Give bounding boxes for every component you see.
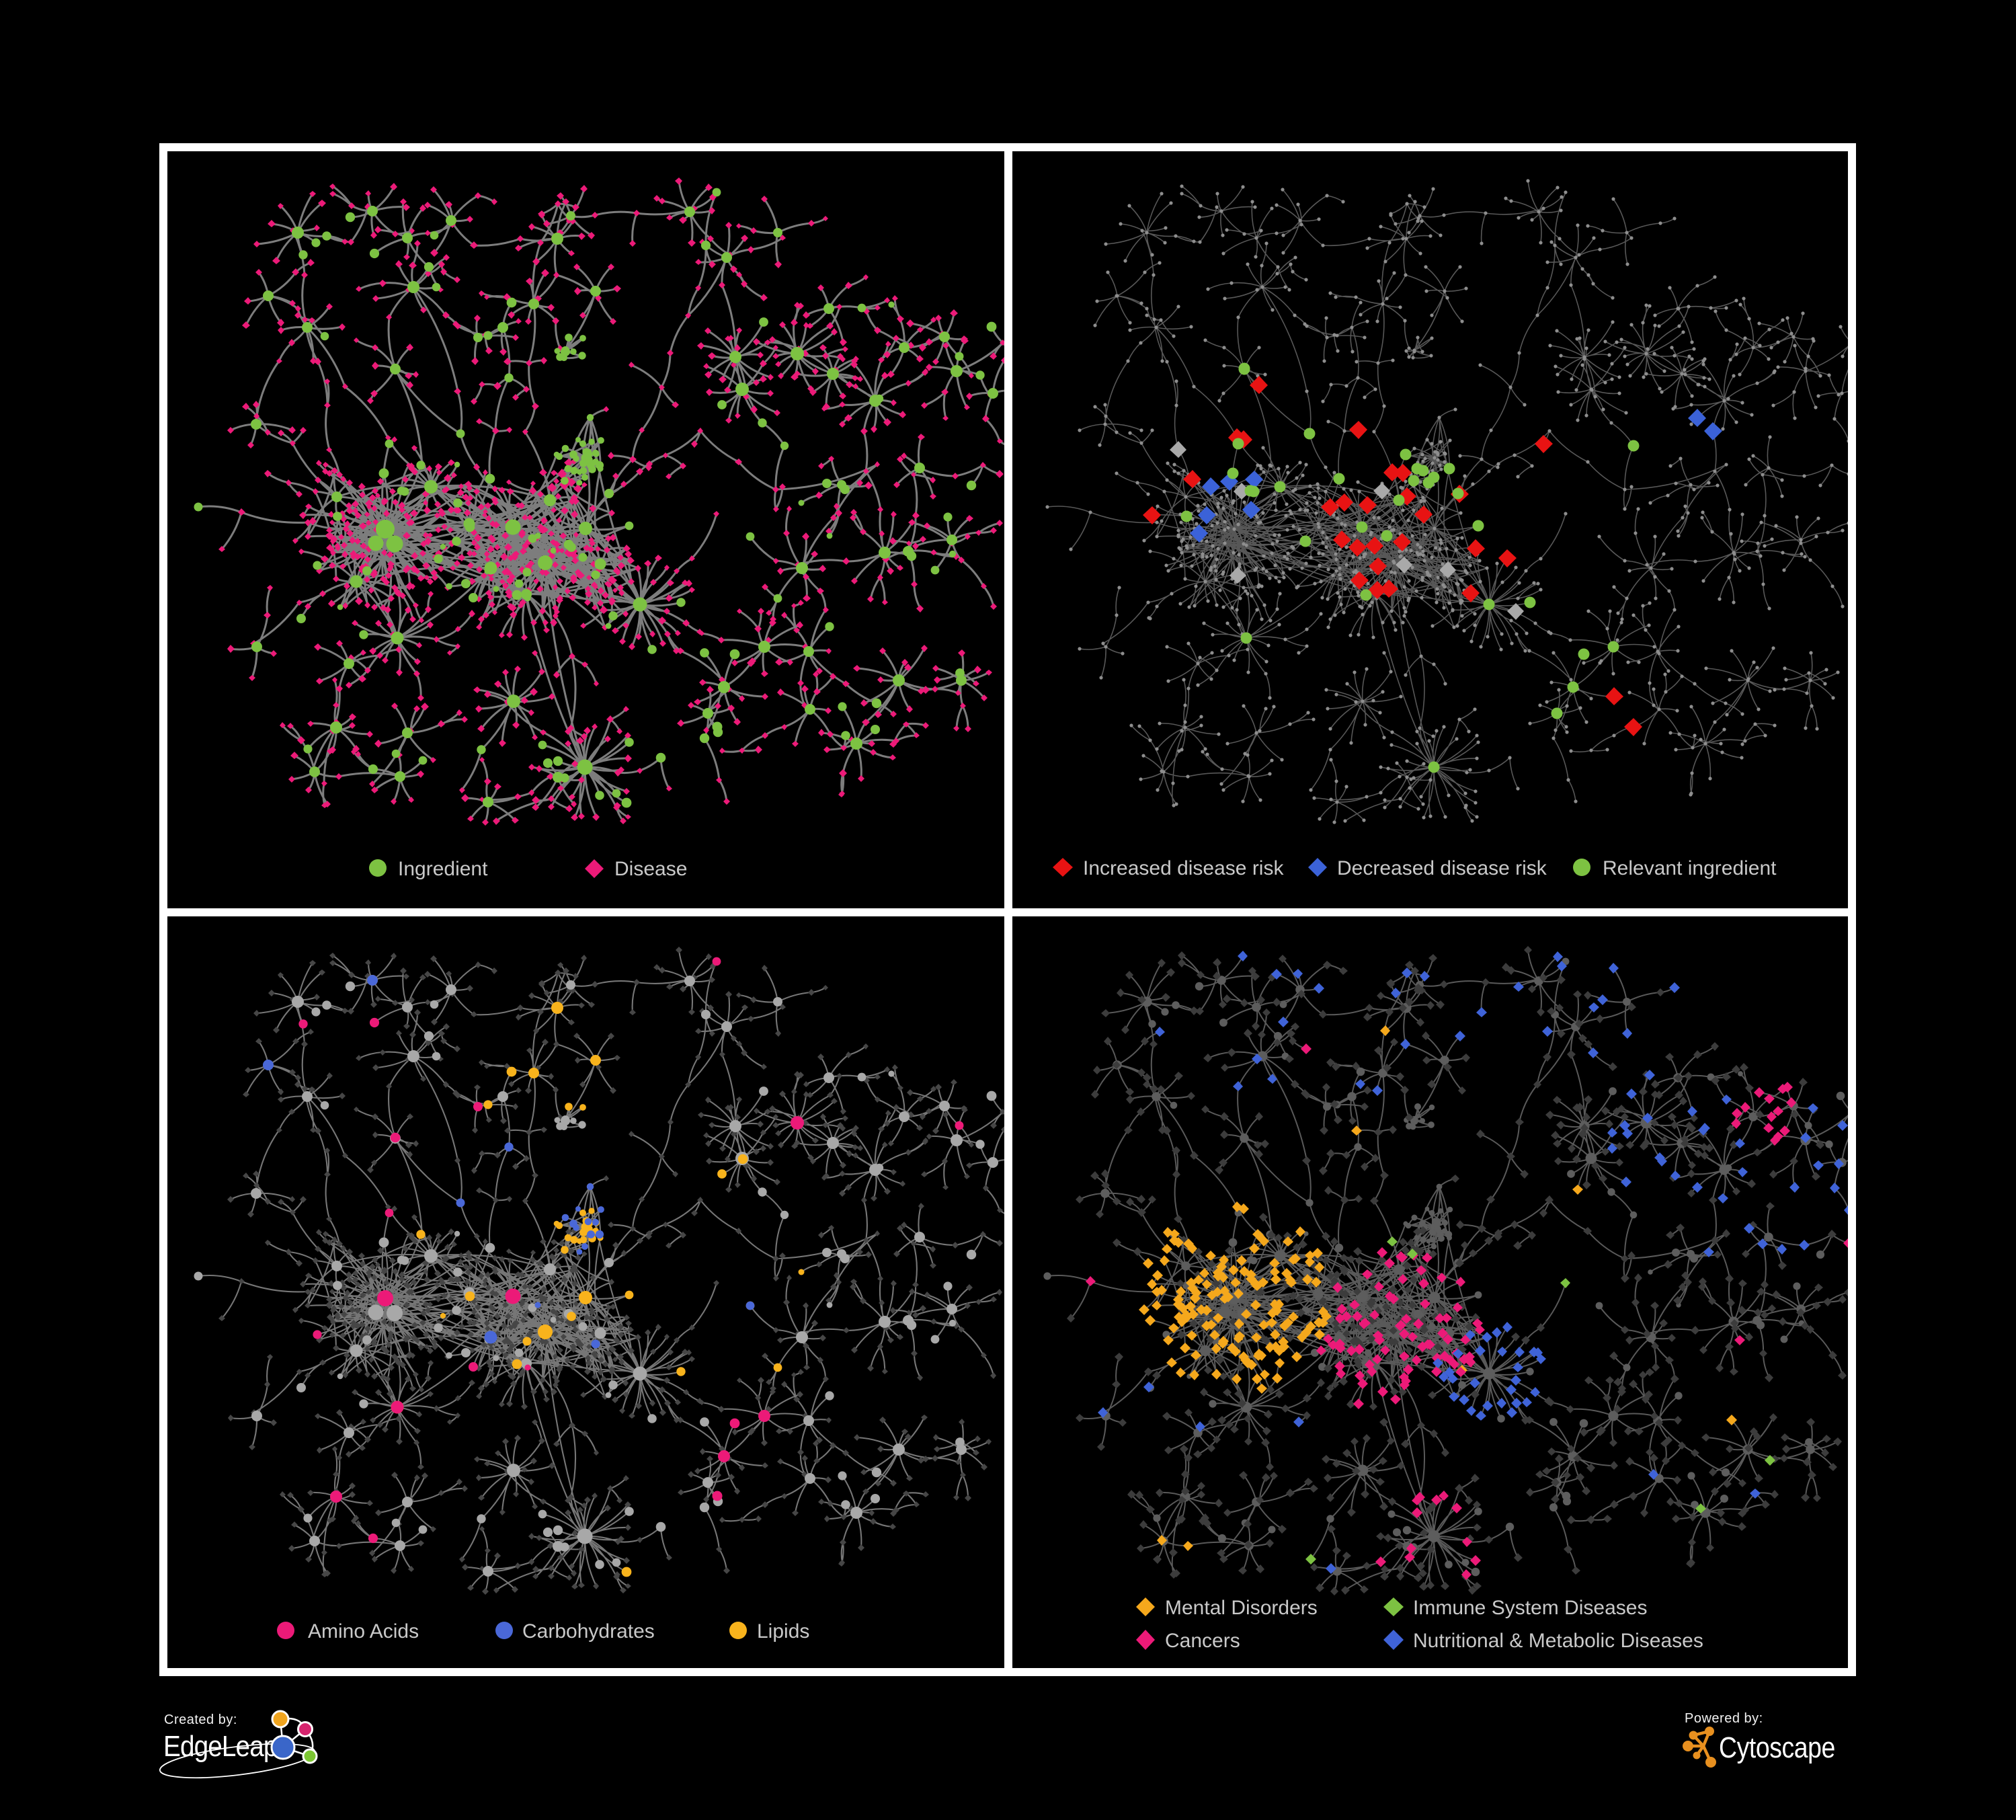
svg-text:Relevant ingredient: Relevant ingredient bbox=[1603, 857, 1777, 879]
svg-text:Powered by:: Powered by: bbox=[1685, 1711, 1763, 1726]
svg-text:Ingredient: Ingredient bbox=[398, 858, 488, 880]
svg-text:Cytoscape: Cytoscape bbox=[1719, 1731, 1835, 1764]
svg-text:Mental Disorders: Mental Disorders bbox=[1165, 1597, 1318, 1619]
svg-text:Amino Acids: Amino Acids bbox=[308, 1620, 419, 1643]
svg-text:Decreased disease risk: Decreased disease risk bbox=[1337, 857, 1547, 879]
svg-text:Increased disease risk: Increased disease risk bbox=[1083, 857, 1284, 879]
svg-text:Carbohydrates: Carbohydrates bbox=[522, 1620, 655, 1643]
svg-text:Nutritional & Metabolic Diseas: Nutritional & Metabolic Diseases bbox=[1413, 1630, 1703, 1652]
svg-text:Created by:: Created by: bbox=[164, 1712, 237, 1727]
svg-text:Cancers: Cancers bbox=[1165, 1630, 1240, 1652]
svg-text:Disease: Disease bbox=[614, 858, 687, 880]
svg-text:EdgeLeap: EdgeLeap bbox=[163, 1729, 278, 1763]
svg-text:Immune System Diseases: Immune System Diseases bbox=[1413, 1597, 1647, 1619]
svg-text:Lipids: Lipids bbox=[757, 1620, 809, 1643]
